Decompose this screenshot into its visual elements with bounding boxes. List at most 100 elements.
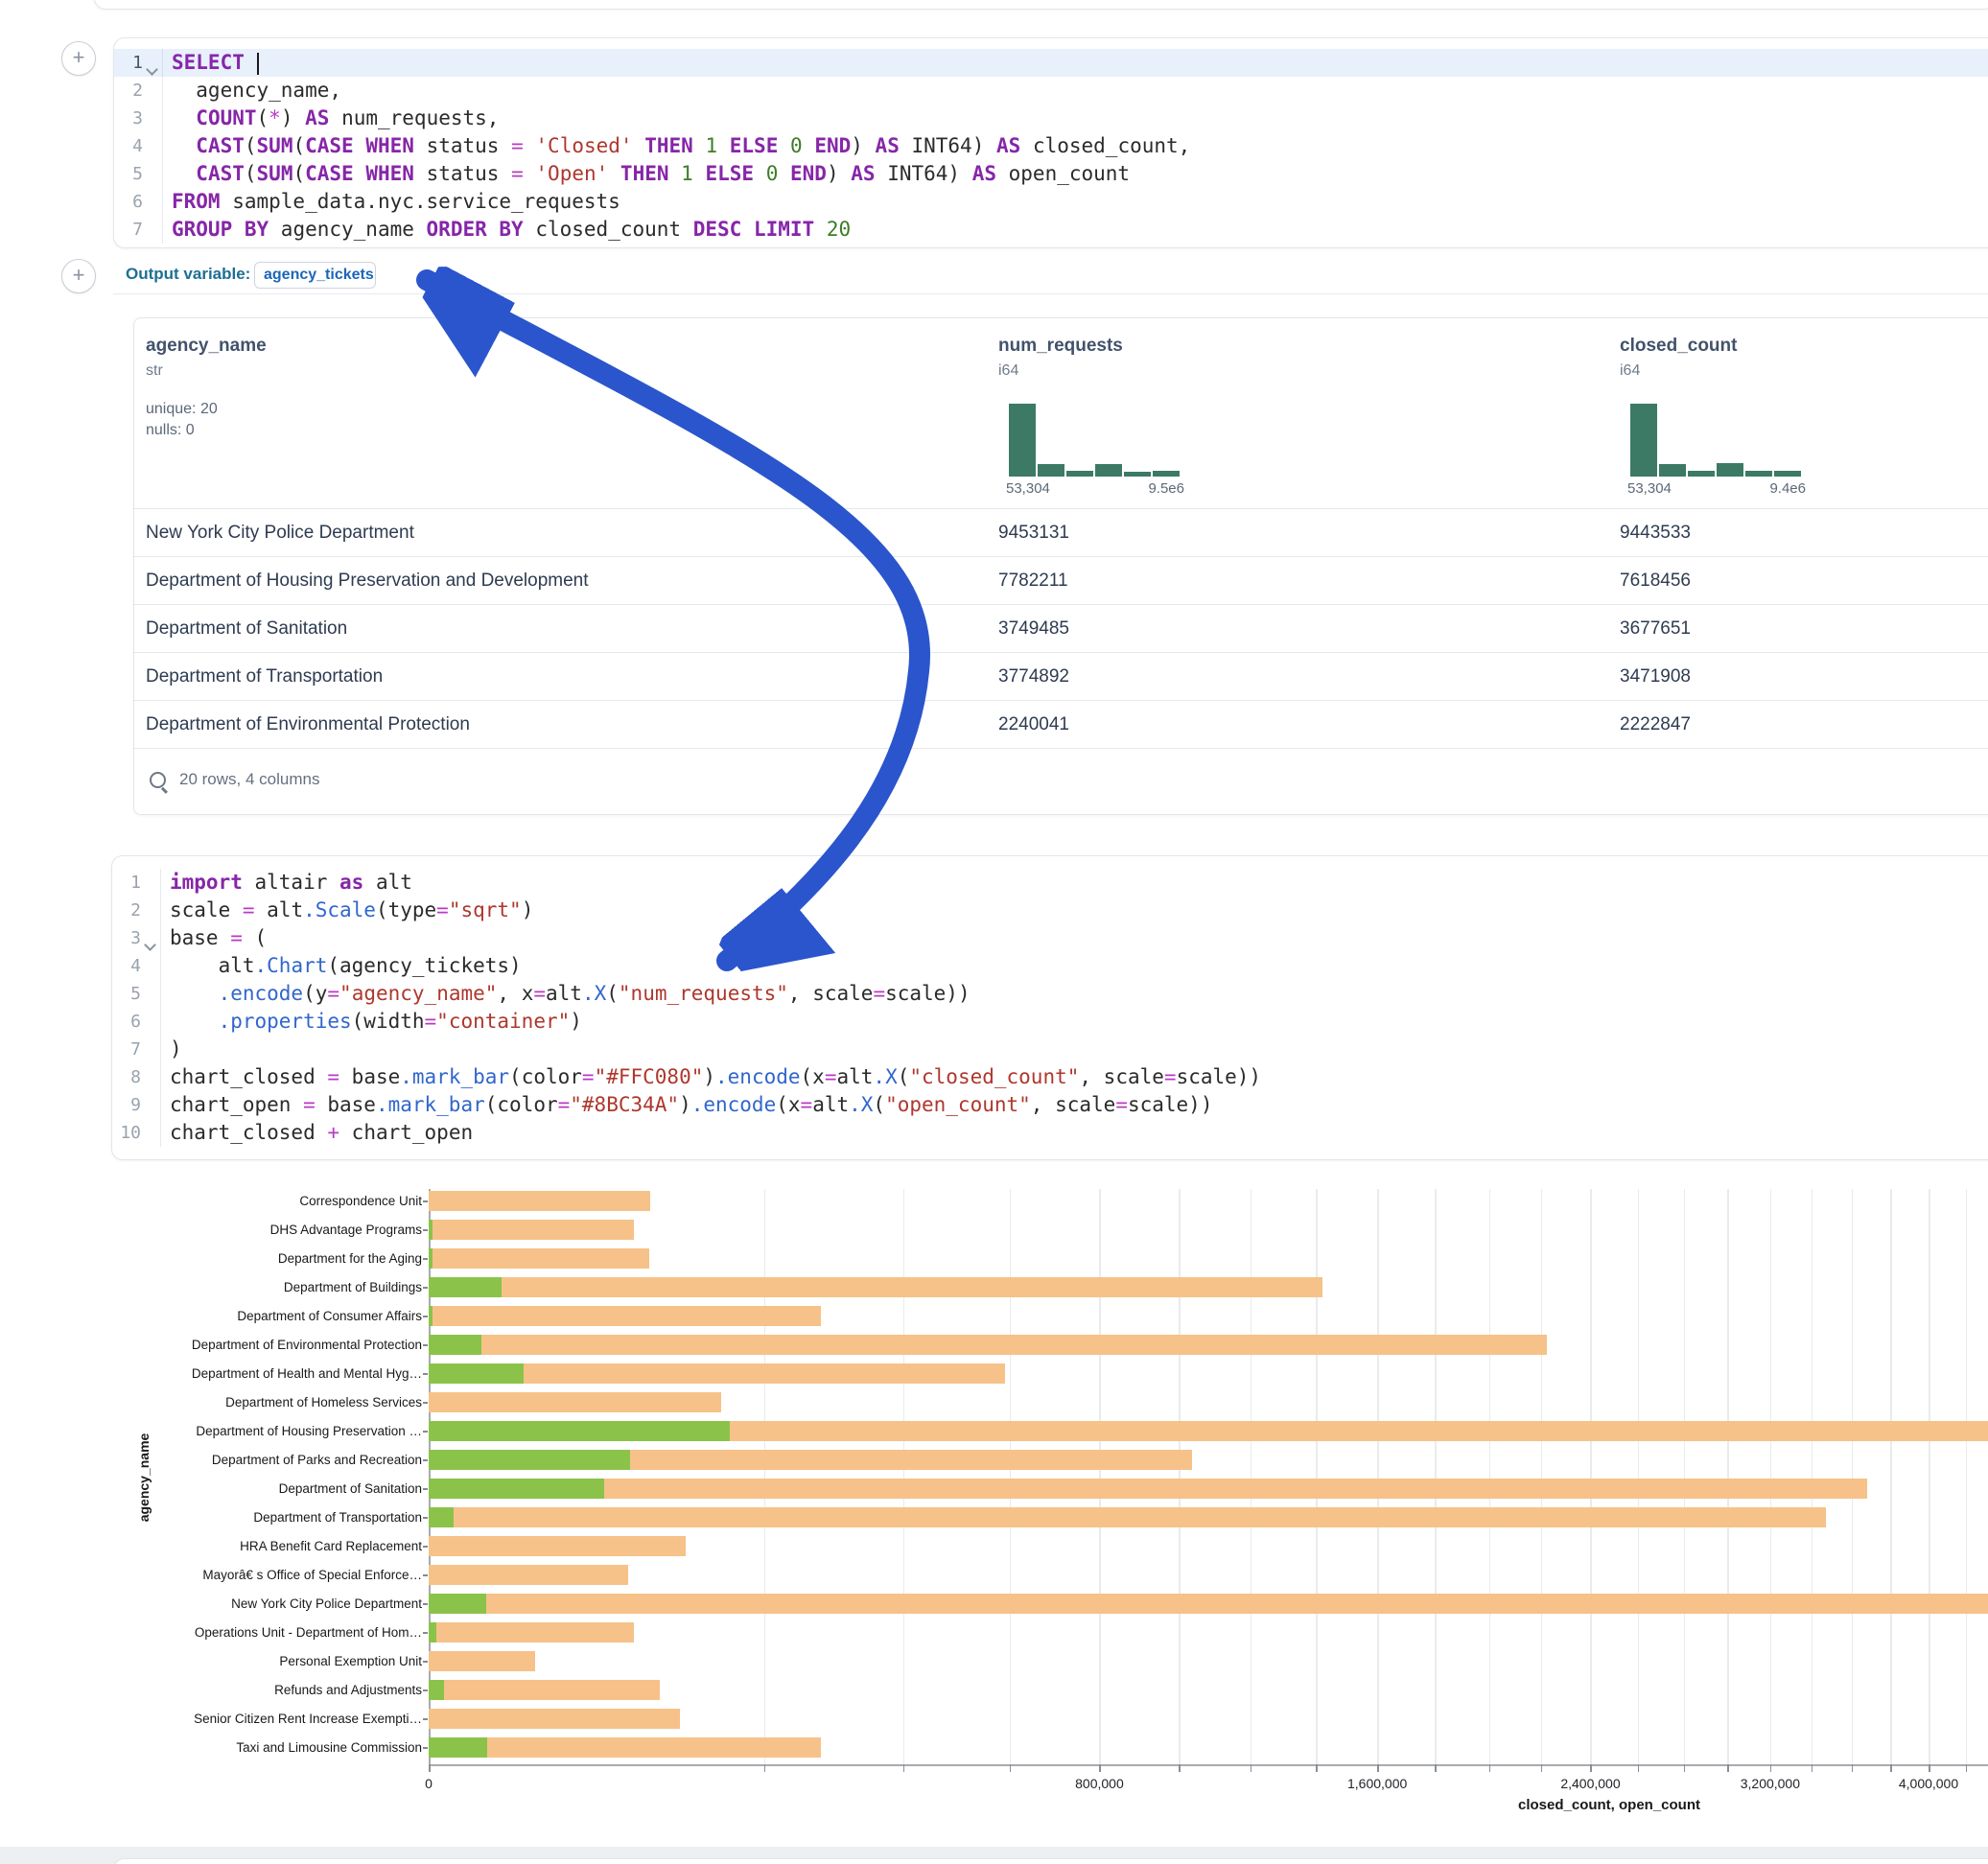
gridline <box>902 1189 905 1764</box>
column-type: i64 <box>1620 362 1641 379</box>
add-cell-button[interactable]: + <box>61 41 96 76</box>
code-line[interactable]: 10 chart_closed + chart_open <box>112 1119 1988 1147</box>
text-cursor <box>256 52 259 75</box>
y-axis-label: DHS Advantage Programs <box>269 1223 422 1237</box>
gridline <box>1929 1189 1930 1764</box>
gridline <box>1488 1189 1491 1764</box>
code-line[interactable]: 5 .encode(y="agency_name", x=alt.X("num_… <box>112 980 1988 1008</box>
code-line[interactable]: 4 CAST(SUM(CASE WHEN status = 'Closed' T… <box>114 132 1988 160</box>
code-line[interactable]: 1 import altair as alt <box>112 869 1988 897</box>
gridline <box>1727 1189 1729 1764</box>
code-line[interactable]: 6 FROM sample_data.nyc.service_requests <box>114 188 1988 216</box>
x-axis-label: 4,000,000 <box>1898 1776 1959 1791</box>
code-text: scale = alt.Scale(type="sqrt") <box>160 897 1988 924</box>
code-text: ) <box>160 1036 1988 1063</box>
x-axis-tick <box>1590 1764 1592 1772</box>
y-axis-label: Senior Citizen Rent Increase Exempti… <box>194 1712 422 1726</box>
y-axis-tick <box>423 1603 428 1605</box>
table-row: New York City Police Department 9453131 94… <box>134 508 1988 557</box>
line-number: 7 <box>130 1039 141 1060</box>
gridline <box>1377 1189 1379 1764</box>
bar-closed-count <box>429 1363 1005 1384</box>
y-axis-label: New York City Police Department <box>231 1596 422 1611</box>
bar-closed-count <box>429 1680 660 1700</box>
code-line[interactable]: 5 CAST(SUM(CASE WHEN status = 'Open' THE… <box>114 160 1988 188</box>
sql-code-editor[interactable]: 1 SELECT 2 agency_name, 3 COUNT(*) AS num_… <box>114 49 1988 244</box>
y-axis-tick <box>423 1574 428 1576</box>
code-line[interactable]: 7 GROUP BY agency_name ORDER BY closed_co… <box>114 216 1988 244</box>
bar-closed-count <box>429 1737 822 1758</box>
line-number: 5 <box>130 984 141 1004</box>
python-code-editor[interactable]: 1 import altair as alt 2 scale = alt.Scale(… <box>112 869 1988 1147</box>
y-axis-tick <box>423 1689 428 1691</box>
code-line[interactable]: 8 chart_closed = base.mark_bar(color="#FF… <box>112 1063 1988 1091</box>
x-axis-tick <box>1099 1764 1101 1772</box>
y-axis-label: Department for the Aging <box>277 1251 422 1266</box>
table-row: Department of Housing Preservation and D… <box>134 556 1988 605</box>
gridline <box>1590 1189 1592 1764</box>
gridline <box>763 1189 766 1764</box>
x-axis-label: 800,000 <box>1075 1776 1124 1791</box>
bar-closed-count <box>429 1248 649 1269</box>
x-axis-tick <box>1890 1764 1892 1772</box>
table-cell: New York City Police Department <box>146 523 414 543</box>
bar-open-count <box>429 1220 433 1240</box>
code-line[interactable]: 3 base = ( <box>112 924 1988 952</box>
bar-closed-count <box>429 1622 635 1643</box>
code-line[interactable]: 3 COUNT(*) AS num_requests, <box>114 105 1988 132</box>
column-header[interactable]: closed_count <box>1620 336 1738 356</box>
code-line[interactable]: 6 .properties(width="container") <box>112 1008 1988 1036</box>
x-axis-tick <box>902 1764 905 1772</box>
fold-chevron-icon[interactable] <box>144 938 156 951</box>
table-cell: 2222847 <box>1620 714 1691 734</box>
y-axis-tick <box>423 1661 428 1663</box>
gridline <box>1435 1189 1437 1764</box>
table-cell: Department of Environmental Protection <box>146 714 470 734</box>
table-cell: 7618456 <box>1620 571 1691 591</box>
column-header[interactable]: agency_name <box>146 336 267 356</box>
x-axis-tick <box>1435 1764 1437 1772</box>
gridline <box>1851 1189 1854 1764</box>
x-axis-tick <box>1540 1764 1543 1772</box>
fold-chevron-icon[interactable] <box>146 62 158 76</box>
sql-cell-card: 1 SELECT 2 agency_name, 3 COUNT(*) AS num_… <box>113 37 1988 248</box>
code-text: base = ( <box>160 924 1988 952</box>
code-line[interactable]: 1 SELECT <box>114 49 1988 77</box>
table-cell: 9443533 <box>1620 523 1691 543</box>
output-variable-input[interactable]: agency_tickets <box>254 262 376 289</box>
histogram-range-labels: 53,304 9.4e6 <box>1627 480 1806 497</box>
code-text: FROM sample_data.nyc.service_requests <box>162 188 1988 216</box>
x-axis-label: 3,200,000 <box>1740 1776 1801 1791</box>
bar-closed-count <box>429 1651 535 1671</box>
code-line[interactable]: 7) <box>112 1036 1988 1063</box>
next-cell-edge <box>113 1858 1988 1864</box>
code-line[interactable]: 2 agency_name, <box>114 77 1988 105</box>
gridline <box>1316 1189 1318 1764</box>
table-cell: 2240041 <box>998 714 1069 734</box>
x-axis-tick <box>1316 1764 1318 1772</box>
add-cell-button[interactable]: + <box>61 259 96 293</box>
output-variable-label: Output variable: <box>126 265 251 283</box>
code-line[interactable]: 9 chart_open = base.mark_bar(color="#8BC3… <box>112 1091 1988 1119</box>
code-text: agency_name, <box>162 77 1988 105</box>
x-axis-tick <box>1811 1764 1813 1772</box>
y-axis-tick <box>423 1287 428 1289</box>
bar-closed-count <box>429 1335 1547 1355</box>
bar-closed-count <box>429 1565 629 1585</box>
table-cell: 9453131 <box>998 523 1069 543</box>
y-axis-label: Department of Health and Mental Hyg… <box>191 1366 422 1381</box>
cell-divider <box>113 293 1988 294</box>
line-number: 7 <box>132 220 143 240</box>
y-axis-label: Department of Homeless Services <box>225 1395 422 1410</box>
gridline <box>1179 1189 1181 1764</box>
code-text: CAST(SUM(CASE WHEN status = 'Open' THEN … <box>162 160 1988 188</box>
code-text: .encode(y="agency_name", x=alt.X("num_re… <box>160 980 1988 1008</box>
code-line[interactable]: 2 scale = alt.Scale(type="sqrt") <box>112 897 1988 924</box>
code-line[interactable]: 4 alt.Chart(agency_tickets) <box>112 952 1988 980</box>
search-icon[interactable] <box>150 772 166 788</box>
column-header[interactable]: num_requests <box>998 336 1123 356</box>
table-cell: 3471908 <box>1620 666 1691 687</box>
y-axis-tick <box>423 1200 428 1202</box>
gridline <box>1769 1189 1772 1764</box>
